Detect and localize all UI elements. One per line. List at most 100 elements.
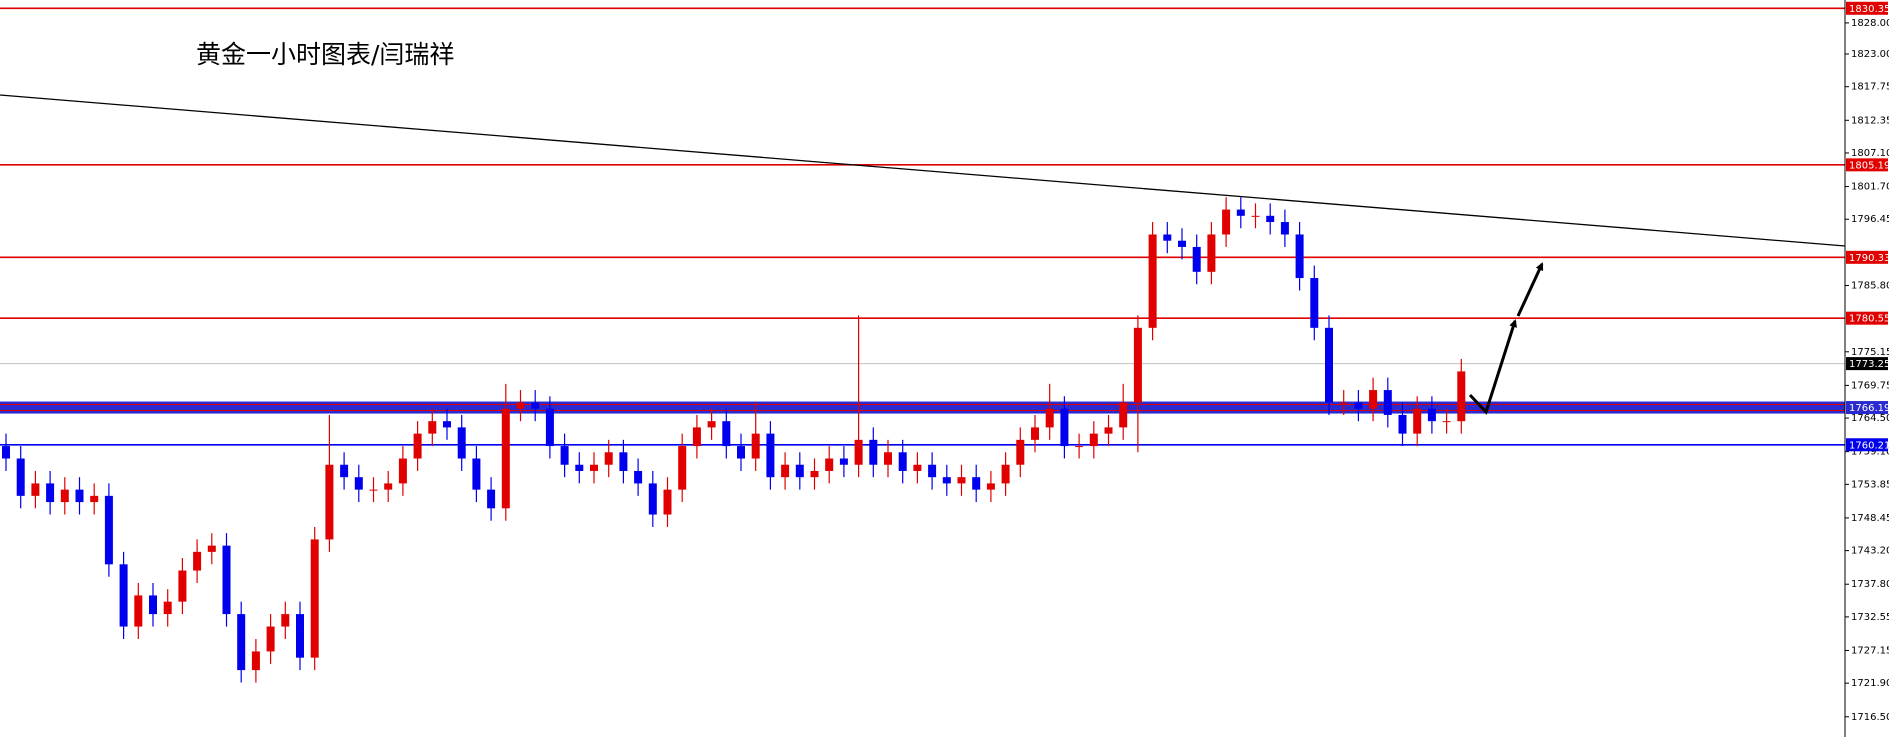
candle-body: [825, 458, 834, 471]
candle-body: [1325, 327, 1333, 403]
y-tick-label: 1775.15: [1851, 347, 1889, 358]
candle-body: [104, 495, 113, 565]
candle-body: [398, 458, 407, 484]
level-label: 1830.35: [1849, 4, 1889, 15]
candle-body: [781, 464, 790, 478]
y-tick-label: 1716.50: [1851, 712, 1889, 723]
candle-body: [1354, 402, 1363, 409]
candle-body: [266, 626, 275, 652]
candle-body: [986, 483, 995, 490]
candle-body: [869, 439, 878, 465]
level-label: 1790.33: [1849, 253, 1889, 264]
level-label-bg: [1846, 438, 1888, 452]
candle-body: [75, 489, 84, 503]
trendline: [0, 94, 1846, 247]
candle-body: [413, 433, 422, 459]
candle-body: [972, 477, 981, 490]
candle-body: [1251, 215, 1260, 217]
y-tick-label: 1801.70: [1851, 182, 1889, 193]
candle-body: [692, 427, 701, 447]
candle-body: [942, 477, 951, 484]
forecast-arrow: [1468, 319, 1517, 415]
candle-body: [531, 402, 540, 409]
candle-body: [237, 614, 246, 671]
y-tick-label: 1721.90: [1851, 678, 1889, 689]
y-tick-label: 1764.50: [1851, 413, 1889, 424]
candle-body: [2, 446, 10, 459]
level-label: 1780.55: [1849, 314, 1889, 325]
candle-body: [134, 595, 143, 627]
candle-body: [1457, 371, 1466, 422]
level-label-bg: [1846, 158, 1888, 172]
candle-body: [296, 614, 304, 658]
candle-body: [457, 427, 466, 459]
level-band: [0, 401, 1845, 414]
candle-body: [575, 464, 584, 471]
levels: [0, 7, 1845, 446]
candle-body: [1280, 222, 1289, 235]
candle-body: [340, 464, 349, 478]
price-axis-ticks: 1828.00 1823.00 1817.75 1812.35 1807.10 1801.…: [1845, 18, 1889, 723]
candle-body: [46, 483, 55, 503]
candle-body: [1148, 234, 1157, 328]
candle-body: [619, 452, 628, 471]
y-tick-label: 1823.00: [1851, 49, 1889, 60]
candle-body: [634, 470, 643, 484]
y-tick-label: 1727.15: [1851, 645, 1889, 656]
candle-body: [281, 614, 290, 627]
candle-body: [163, 601, 172, 615]
level-label-bg: [1846, 250, 1888, 264]
y-tick-label: 1812.35: [1851, 115, 1889, 126]
y-tick-label: 1759.10: [1851, 447, 1889, 458]
candle-body: [1369, 390, 1378, 409]
y-tick-label: 1817.75: [1851, 82, 1889, 93]
candle-body: [90, 495, 99, 503]
candle-body: [1192, 246, 1201, 272]
candle-body: [839, 458, 848, 465]
candle-body: [428, 421, 437, 434]
candle-body: [957, 477, 966, 484]
level-label-bg: [1846, 1, 1888, 15]
candle-body: [1266, 215, 1275, 223]
candle-body: [854, 439, 863, 465]
candle-body: [310, 539, 319, 658]
level-label: 1773.25: [1849, 359, 1889, 370]
level-label-bg: [1846, 357, 1888, 371]
candle-body: [354, 477, 363, 490]
candle-body: [222, 545, 231, 615]
candle-body: [1222, 209, 1231, 235]
level-label: 1766.19: [1849, 403, 1889, 414]
candle-body: [1016, 439, 1025, 465]
candle-body: [795, 464, 804, 478]
candle-body: [472, 458, 481, 490]
candle-body: [1104, 427, 1113, 434]
candle-body: [178, 570, 187, 602]
candle-body: [1060, 408, 1069, 447]
candle-body: [369, 489, 378, 491]
candle-body: [1133, 327, 1142, 403]
candle-body: [1089, 433, 1098, 447]
candle-body: [766, 433, 775, 478]
candle-body: [707, 421, 716, 428]
candle-body: [1413, 408, 1422, 434]
candle-body: [149, 595, 157, 615]
candle-body: [1163, 234, 1172, 241]
candle-body: [648, 483, 657, 515]
candle-body: [16, 458, 25, 496]
candle-body: [913, 464, 922, 471]
y-tick-label: 1737.80: [1851, 579, 1889, 590]
y-tick-label: 1732.55: [1851, 612, 1889, 623]
candle-body: [251, 651, 260, 671]
candles: [2, 197, 1466, 683]
candle-body: [1207, 234, 1216, 272]
candle-body: [663, 489, 672, 515]
candle-body: [928, 464, 937, 478]
candle-body: [560, 446, 569, 465]
candle-body: [193, 551, 202, 571]
candle-body: [678, 446, 687, 490]
candle-body: [1075, 446, 1084, 448]
candle-body: [384, 483, 393, 490]
candle-body: [590, 464, 598, 471]
candle-body: [119, 564, 128, 627]
